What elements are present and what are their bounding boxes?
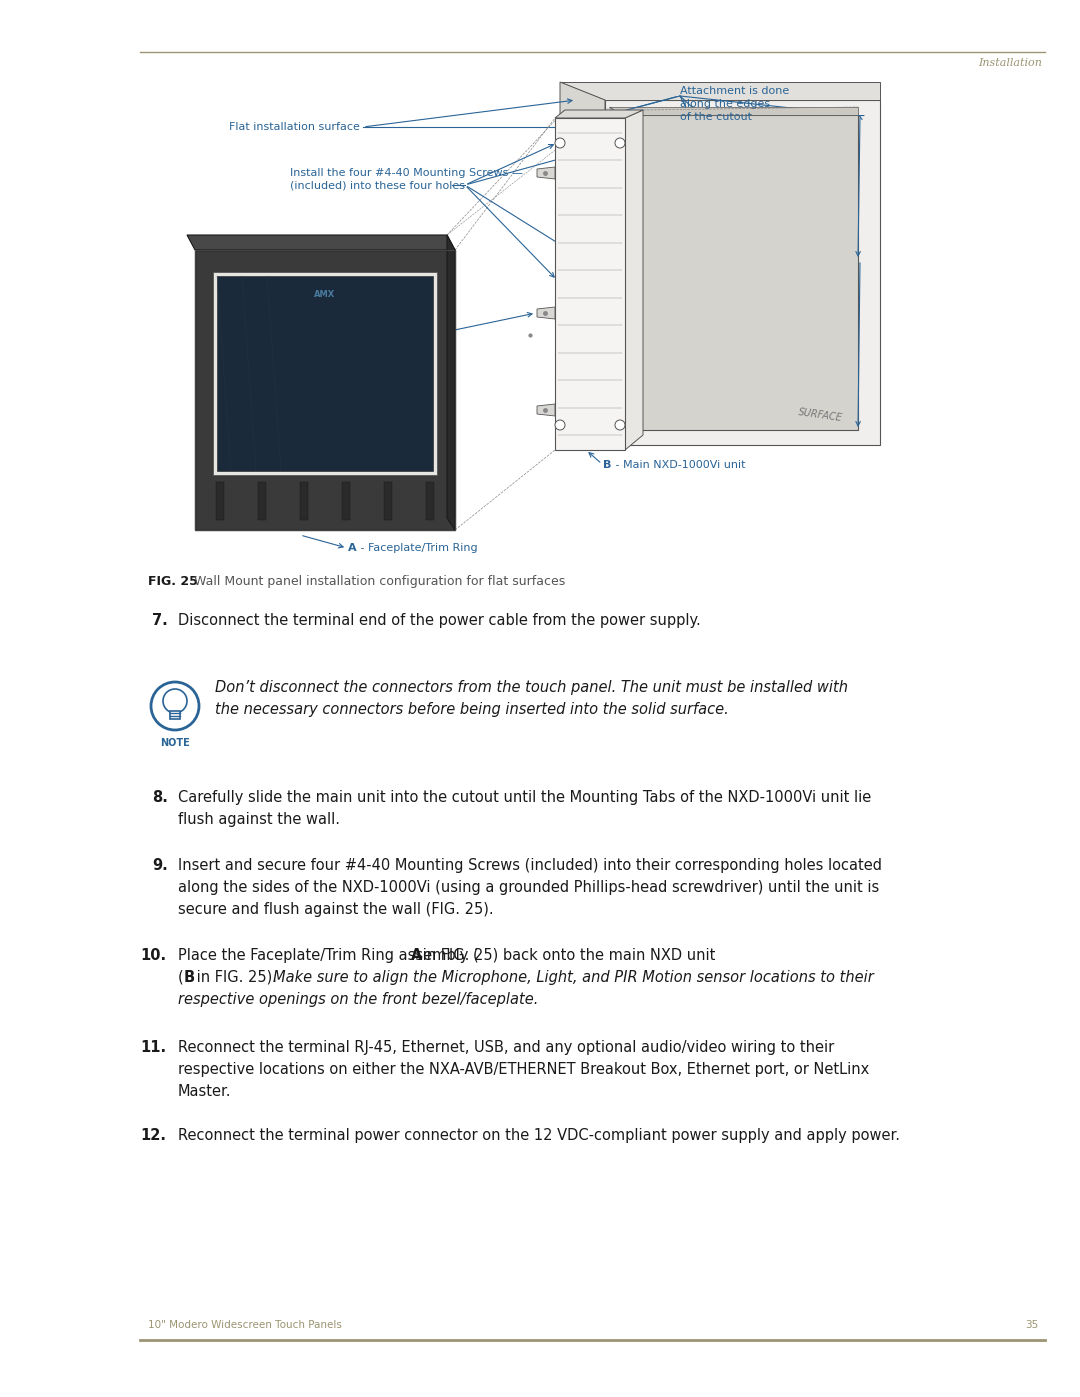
Text: 11.: 11. xyxy=(140,1039,166,1055)
Polygon shape xyxy=(610,108,620,430)
Text: (: ( xyxy=(178,970,184,985)
Circle shape xyxy=(615,420,625,430)
Polygon shape xyxy=(555,117,625,450)
Text: NOTE: NOTE xyxy=(160,738,190,747)
Text: of the cutout: of the cutout xyxy=(680,112,752,122)
Text: - Faceplate/Trim Ring: - Faceplate/Trim Ring xyxy=(357,543,477,553)
Text: Make sure to align the Microphone, Light, and PIR Motion sensor locations to the: Make sure to align the Microphone, Light… xyxy=(273,970,874,985)
Text: Carefully slide the main unit into the cutout until the Mounting Tabs of the NXD: Carefully slide the main unit into the c… xyxy=(178,789,872,805)
Polygon shape xyxy=(620,115,858,430)
Text: in FIG. 25).: in FIG. 25). xyxy=(192,970,282,985)
Text: along the edges: along the edges xyxy=(680,99,770,109)
Polygon shape xyxy=(555,110,643,117)
Polygon shape xyxy=(258,482,266,520)
Text: the necessary connectors before being inserted into the solid surface.: the necessary connectors before being in… xyxy=(215,703,729,717)
Polygon shape xyxy=(561,82,880,101)
Text: Master.: Master. xyxy=(178,1084,231,1099)
Polygon shape xyxy=(610,108,858,115)
Text: 35: 35 xyxy=(1025,1320,1038,1330)
Text: flush against the wall.: flush against the wall. xyxy=(178,812,340,827)
Text: 10" Modero Widescreen Touch Panels: 10" Modero Widescreen Touch Panels xyxy=(148,1320,342,1330)
Text: - Main NXD-1000Vi unit: - Main NXD-1000Vi unit xyxy=(612,460,745,469)
Text: 8.: 8. xyxy=(152,789,167,805)
Text: B: B xyxy=(603,460,611,469)
Text: AMX: AMX xyxy=(314,291,336,299)
Polygon shape xyxy=(300,482,308,520)
Polygon shape xyxy=(537,404,555,416)
Polygon shape xyxy=(625,110,643,450)
Circle shape xyxy=(151,682,199,731)
Polygon shape xyxy=(216,482,224,520)
Text: secure and flush against the wall (FIG. 25).: secure and flush against the wall (FIG. … xyxy=(178,902,494,916)
Text: respective openings on the front bezel/faceplate.: respective openings on the front bezel/f… xyxy=(178,992,538,1007)
Text: Reconnect the terminal RJ-45, Ethernet, USB, and any optional audio/video wiring: Reconnect the terminal RJ-45, Ethernet, … xyxy=(178,1039,834,1055)
Polygon shape xyxy=(537,307,555,319)
Text: 7.: 7. xyxy=(152,613,167,629)
Text: Wall Mount panel installation configuration for flat surfaces: Wall Mount panel installation configurat… xyxy=(186,576,565,588)
Polygon shape xyxy=(426,482,434,520)
Polygon shape xyxy=(213,272,437,475)
Polygon shape xyxy=(384,482,392,520)
Text: Install the four #4-40 Mounting Screws —: Install the four #4-40 Mounting Screws — xyxy=(291,168,523,177)
Text: Place the Faceplate/Trim Ring assembly (: Place the Faceplate/Trim Ring assembly ( xyxy=(178,949,478,963)
Text: Installation: Installation xyxy=(978,59,1042,68)
Text: SURFACE: SURFACE xyxy=(797,407,842,423)
Text: Attachment is done: Attachment is done xyxy=(680,87,789,96)
Text: Don’t disconnect the connectors from the touch panel. The unit must be installed: Don’t disconnect the connectors from the… xyxy=(215,680,848,694)
Text: Mounting Tab: Mounting Tab xyxy=(302,327,377,337)
Text: Flat installation surface: Flat installation surface xyxy=(229,122,360,131)
Text: FIG. 25: FIG. 25 xyxy=(148,576,198,588)
Circle shape xyxy=(555,138,565,148)
Circle shape xyxy=(555,420,565,430)
Text: 10.: 10. xyxy=(140,949,166,963)
Text: Insert and secure four #4-40 Mounting Screws (included) into their corresponding: Insert and secure four #4-40 Mounting Sc… xyxy=(178,858,882,873)
Polygon shape xyxy=(561,82,605,446)
Text: Disconnect the terminal end of the power cable from the power supply.: Disconnect the terminal end of the power… xyxy=(178,613,701,629)
Text: B: B xyxy=(184,970,195,985)
Polygon shape xyxy=(537,168,555,179)
Text: respective locations on either the NXA-AVB/ETHERNET Breakout Box, Ethernet port,: respective locations on either the NXA-A… xyxy=(178,1062,869,1077)
Polygon shape xyxy=(187,235,455,250)
Polygon shape xyxy=(447,235,455,529)
Circle shape xyxy=(163,689,187,712)
Text: A: A xyxy=(348,543,356,553)
Text: along the sides of the NXD-1000Vi (using a grounded Phillips-head screwdriver) u: along the sides of the NXD-1000Vi (using… xyxy=(178,880,879,895)
Polygon shape xyxy=(342,482,350,520)
Polygon shape xyxy=(217,277,433,471)
Text: Reconnect the terminal power connector on the 12 VDC-compliant power supply and : Reconnect the terminal power connector o… xyxy=(178,1127,900,1143)
Circle shape xyxy=(615,138,625,148)
Text: in FIG. 25) back onto the main NXD unit: in FIG. 25) back onto the main NXD unit xyxy=(418,949,715,963)
Polygon shape xyxy=(605,101,880,446)
Polygon shape xyxy=(195,250,455,529)
Text: (included) into these four holes: (included) into these four holes xyxy=(291,182,465,191)
Text: 9.: 9. xyxy=(152,858,167,873)
Text: A: A xyxy=(410,949,422,963)
Bar xyxy=(170,711,180,719)
Text: 12.: 12. xyxy=(140,1127,166,1143)
